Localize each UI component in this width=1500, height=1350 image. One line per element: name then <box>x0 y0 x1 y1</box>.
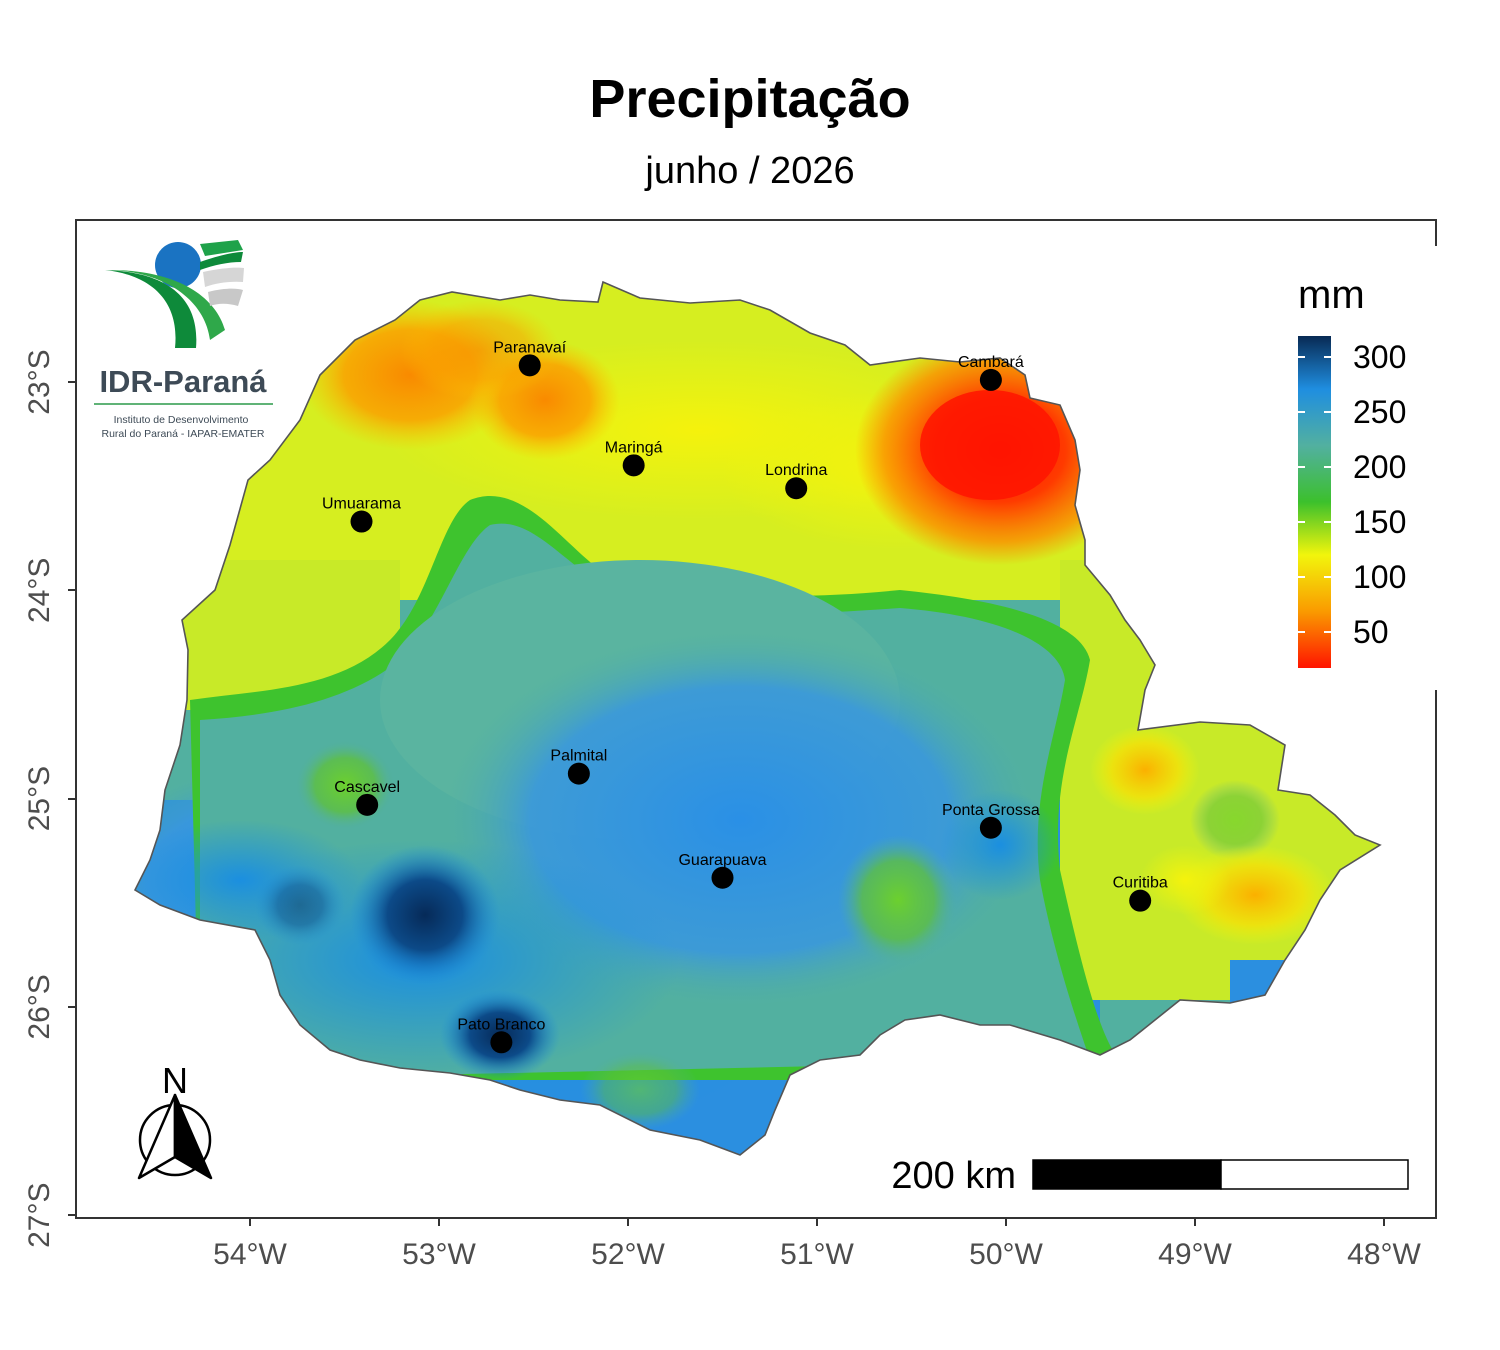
city-dot <box>567 762 590 785</box>
legend-tick: 50 <box>1353 614 1389 650</box>
city-label: Cambará <box>958 354 1024 371</box>
north-arrow-icon: N <box>137 1060 213 1180</box>
x-axis <box>249 1218 1385 1226</box>
city-dot <box>490 1031 513 1054</box>
x-tick-label: 54°W <box>213 1238 287 1271</box>
x-tick-label: 53°W <box>402 1238 476 1271</box>
x-tick-label: 48°W <box>1347 1238 1421 1271</box>
city-label: Umuarama <box>322 496 401 513</box>
logo-tagline: Instituto de Desenvolvimento <box>114 414 249 426</box>
city-marker: Ponta Grossa <box>942 802 1040 839</box>
city-marker: Londrina <box>765 462 827 500</box>
y-tick-label: 25°S <box>23 766 56 831</box>
city-marker: Curitiba <box>1113 875 1168 912</box>
city-marker: Paranavaí <box>493 339 567 377</box>
city-label: Guarapuava <box>678 852 766 869</box>
x-tick-label: 50°W <box>969 1238 1043 1271</box>
city-marker: Umuarama <box>322 496 401 533</box>
city-label: Pato Branco <box>457 1016 545 1033</box>
city-dot <box>711 866 734 889</box>
y-axis <box>68 381 76 1216</box>
city-dot <box>518 354 541 377</box>
city-dot <box>1129 889 1152 912</box>
legend-tick: 150 <box>1353 504 1406 540</box>
x-tick-label: 52°W <box>591 1238 665 1271</box>
logo-name: IDR-Paraná <box>99 364 267 399</box>
y-tick-label: 27°S <box>23 1183 56 1248</box>
legend: mm 300 250 200 150 100 50 <box>1285 246 1437 690</box>
city-label: Londrina <box>765 462 827 479</box>
city-label: Curitiba <box>1113 875 1168 892</box>
y-tick-label: 26°S <box>23 974 56 1039</box>
city-label: Paranavaí <box>493 339 566 356</box>
city-marker: Guarapuava <box>678 852 767 889</box>
map-subtitle: junho / 2026 <box>645 150 855 192</box>
city-dot <box>979 368 1002 391</box>
y-tick-label: 23°S <box>23 349 56 414</box>
scale-bar: 200 km <box>891 1155 1409 1197</box>
legend-tick: 200 <box>1353 449 1406 485</box>
logo-tagline: Rural do Paraná - IAPAR-EMATER <box>102 428 265 440</box>
city-dot <box>356 793 379 816</box>
map-title: Precipitação <box>589 69 911 129</box>
city-marker: Cambará <box>958 354 1024 391</box>
city-dot <box>350 510 373 533</box>
y-tick-label: 24°S <box>23 558 56 623</box>
logo-emblem-icon <box>105 240 244 348</box>
city-label: Cascavel <box>334 779 400 796</box>
city-marker: Maringá <box>605 439 663 477</box>
city-label: Maringá <box>605 439 663 456</box>
city-dot <box>979 816 1002 839</box>
city-marker: Pato Branco <box>457 1016 545 1054</box>
city-label: Ponta Grossa <box>942 802 1040 819</box>
city-marker: Cascavel <box>334 779 400 816</box>
legend-title: mm <box>1298 273 1365 317</box>
legend-tick: 250 <box>1353 394 1406 430</box>
x-tick-label: 51°W <box>780 1238 854 1271</box>
legend-tick: 300 <box>1353 339 1406 375</box>
city-dot <box>785 477 808 500</box>
city-dot <box>622 454 645 477</box>
legend-tick: 100 <box>1353 559 1406 595</box>
city-label: Palmital <box>550 748 607 765</box>
city-marker: Palmital <box>550 748 607 785</box>
x-tick-label: 49°W <box>1158 1238 1232 1271</box>
scale-label: 200 km <box>891 1155 1016 1197</box>
legend-colorbar <box>1298 336 1331 668</box>
idr-parana-logo: IDR-Paraná Instituto de Desenvolvimento … <box>94 240 273 440</box>
